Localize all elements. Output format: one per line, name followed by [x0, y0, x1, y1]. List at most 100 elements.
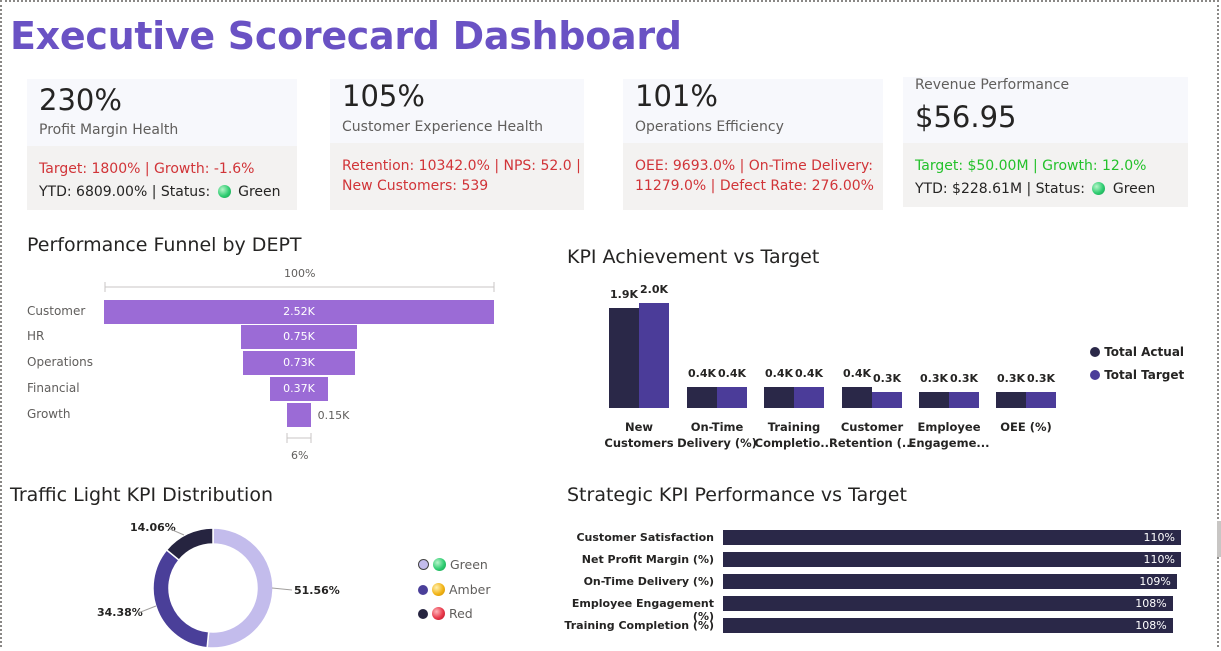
funnel-top-bracket: [104, 282, 495, 292]
kpi-bar-value-label: 0.3K: [1026, 372, 1055, 386]
kpi-bar-actual[interactable]: [842, 387, 872, 408]
kpi-bar-value-label: 2.0K: [639, 283, 668, 296]
kpi-category-label: On-Time Delivery (%): [677, 420, 757, 450]
traffic-donut-chart: [152, 527, 274, 649]
funnel-bar-hr[interactable]: 0.75K: [240, 325, 358, 349]
kpi-status-line: YTD: $228.61M | Status: Green: [915, 181, 1155, 197]
funnel-top-pct: 100%: [284, 267, 316, 280]
kpi-card-customer-experience[interactable]: 105% Customer Experience Health Retentio…: [330, 79, 584, 210]
kpi-bar-value-label: 0.4K: [794, 367, 823, 380]
kpi-card-profit-margin[interactable]: 230% Profit Margin Health Target: 1800% …: [27, 79, 297, 210]
kpi-bar-target[interactable]: [1026, 392, 1056, 408]
kpi-bar-target[interactable]: [949, 392, 979, 408]
strategic-kpi-bar[interactable]: 109%: [723, 574, 1177, 589]
funnel-bottom-pct: 6%: [291, 449, 309, 462]
funnel-value-label: 0.15K: [317, 409, 350, 422]
legend-target-label: Total Target: [1104, 368, 1185, 382]
kpi-bar-value-label: 0.4K: [764, 367, 793, 380]
kpi-bar-value-label: 0.4K: [687, 367, 716, 380]
scrollbar[interactable]: [1217, 521, 1221, 557]
traffic-legend-green[interactable]: Green: [418, 557, 488, 572]
traffic-legend-amber[interactable]: Amber: [418, 582, 490, 597]
kpi-value: 230%: [39, 83, 122, 117]
kpi-bar-actual[interactable]: [764, 387, 794, 408]
kpi-bar-actual[interactable]: [996, 392, 1026, 408]
strategic-kpi-label: Training Completion (%): [564, 619, 714, 632]
legend-total-actual[interactable]: Total Actual: [1090, 345, 1184, 359]
funnel-title: Performance Funnel by DEPT: [27, 234, 302, 256]
legend-label: Green: [449, 557, 488, 572]
kpi-bar-value-label: 0.3K: [872, 372, 901, 386]
status-green-icon: [217, 185, 231, 198]
strategic-kpi-label: Net Profit Margin (%): [581, 553, 714, 566]
kpi-value: $56.95: [915, 100, 1017, 134]
kpi-bar-value-label: 0.4K: [842, 367, 871, 380]
legend-swatch: [418, 559, 429, 570]
slice-leader-green: [272, 587, 293, 591]
strategic-kpi-bar[interactable]: 108%: [723, 596, 1173, 611]
kpi-detail-line-1: OEE: 9693.0% | On-Time Delivery:: [635, 158, 873, 174]
kpi-target-line: Target: 1800% | Growth: -1.6%: [39, 161, 255, 177]
kpi-bar-actual[interactable]: [919, 392, 949, 408]
kpi-category-label: OEE (%): [1000, 420, 1052, 434]
kpi-bar-target[interactable]: [717, 387, 747, 408]
funnel-bar-growth[interactable]: [287, 403, 311, 427]
kpi-value: 105%: [342, 79, 425, 113]
kpi-bar-value-label: 0.3K: [919, 372, 948, 386]
green-light-icon: [432, 558, 446, 571]
funnel-bar-customer[interactable]: 2.52K: [104, 300, 494, 324]
legend-actual-label: Total Actual: [1104, 345, 1185, 359]
kpi-label: Revenue Performance: [915, 77, 1070, 93]
kpi-category-label: Training Completio...: [754, 420, 834, 450]
legend-actual-swatch: [1090, 347, 1100, 357]
strategic-kpi-bar[interactable]: 110%: [723, 530, 1181, 545]
traffic-legend-red[interactable]: Red: [418, 606, 473, 621]
kpi-detail-line-2: 11279.0% | Defect Rate: 276.00%: [635, 178, 874, 194]
kpi-chart-title: KPI Achievement vs Target: [567, 246, 820, 268]
donut-slice-amber[interactable]: [152, 548, 210, 649]
kpi-card-operations-efficiency[interactable]: 101% Operations Efficiency OEE: 9693.0% …: [623, 79, 883, 210]
kpi-bar-actual[interactable]: [687, 387, 717, 408]
kpi-bar-target[interactable]: [872, 392, 902, 408]
kpi-card-revenue-performance[interactable]: Revenue Performance $56.95 Target: $50.0…: [903, 77, 1188, 207]
kpi-bar-value-label: 0.3K: [949, 372, 978, 386]
strategic-kpi-bar[interactable]: 110%: [723, 552, 1181, 567]
funnel-dept-label: Growth: [27, 407, 71, 421]
kpi-bar-value-label: 0.4K: [717, 367, 746, 380]
kpi-bar-target[interactable]: [639, 303, 669, 408]
funnel-bottom-bracket: [286, 433, 312, 443]
legend-swatch: [418, 585, 428, 595]
funnel-dept-label: Financial: [27, 381, 80, 395]
kpi-label: Customer Experience Health: [342, 119, 543, 135]
kpi-category-label: Employee Engageme...: [908, 420, 990, 450]
kpi-bar-target[interactable]: [794, 387, 824, 408]
slice-label-red: 14.06%: [130, 521, 176, 534]
donut-slice-red[interactable]: [165, 527, 214, 562]
legend-label: Red: [448, 606, 473, 621]
funnel-bar-operations[interactable]: 0.73K: [242, 351, 356, 375]
kpi-label: Profit Margin Health: [39, 122, 179, 138]
legend-target-swatch: [1090, 370, 1100, 380]
status-text: Green: [1112, 181, 1156, 197]
legend-swatch: [418, 609, 428, 619]
funnel-dept-label: Customer: [27, 304, 86, 318]
legend-label: Amber: [448, 582, 491, 597]
kpi-ytd-text: YTD: $228.61M | Status:: [915, 181, 1090, 197]
donut-slice-green[interactable]: [206, 527, 274, 649]
slice-label-amber: 34.38%: [97, 606, 143, 619]
slice-leader-amber: [138, 605, 157, 614]
kpi-detail-line-1: Retention: 10342.0% | NPS: 52.0 |: [342, 158, 581, 174]
status-text: Green: [238, 184, 281, 200]
funnel-dept-label: Operations: [27, 355, 93, 369]
kpi-status-line: YTD: 6809.00% | Status: Green: [39, 184, 281, 200]
strategic-kpi-bar[interactable]: 108%: [723, 618, 1173, 633]
legend-total-target[interactable]: Total Target: [1090, 368, 1184, 382]
page-title: Executive Scorecard Dashboard: [10, 14, 682, 58]
strategic-kpi-label: Employee Engagement (%): [571, 597, 714, 623]
amber-light-icon: [431, 583, 445, 596]
kpi-bar-value-label: 0.3K: [996, 372, 1025, 386]
kpi-bar-actual[interactable]: [609, 308, 639, 408]
funnel-bar-financial[interactable]: 0.37K: [270, 377, 328, 401]
slice-label-green: 51.56%: [294, 584, 340, 597]
